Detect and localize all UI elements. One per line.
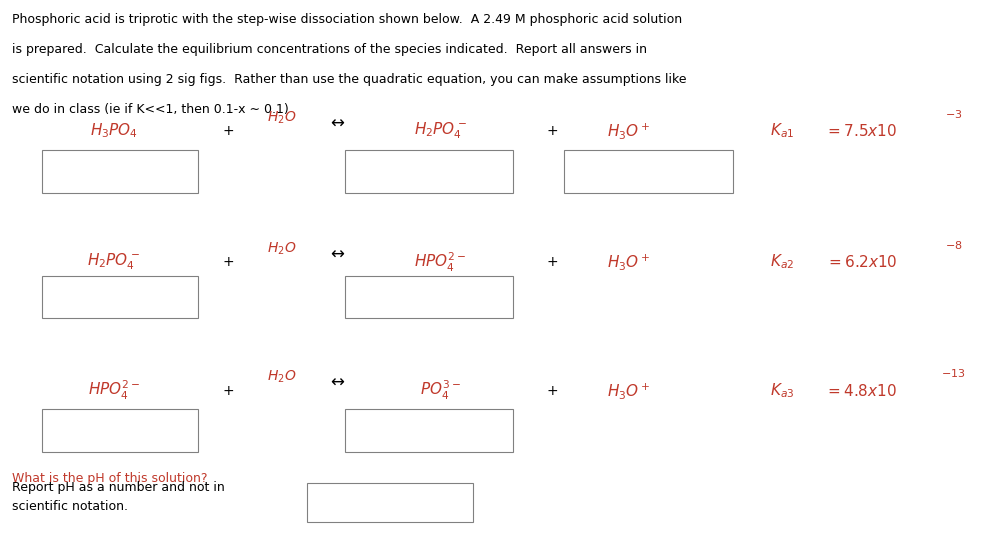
Text: $= 4.8x10$: $= 4.8x10$ [826, 383, 897, 399]
Text: $K_{a2}$: $K_{a2}$ [770, 253, 794, 271]
Text: $-13$: $-13$ [941, 368, 965, 379]
Text: $+$: $+$ [222, 384, 234, 398]
Text: $HPO_4^{2-}$: $HPO_4^{2-}$ [87, 379, 141, 402]
Text: $K_{a3}$: $K_{a3}$ [770, 381, 794, 400]
Text: $H_3PO_4$: $H_3PO_4$ [90, 122, 138, 140]
Text: $H_3O^+$: $H_3O^+$ [607, 380, 650, 401]
FancyBboxPatch shape [42, 150, 198, 193]
Text: $+$: $+$ [222, 255, 234, 269]
Text: $H_2PO_4^-$: $H_2PO_4^-$ [414, 121, 467, 141]
Text: $H_3O^+$: $H_3O^+$ [607, 252, 650, 272]
Text: What is the pH of this solution?: What is the pH of this solution? [12, 472, 207, 485]
Text: we do in class (ie if K<<1, then 0.1-x ∼ 0.1): we do in class (ie if K<<1, then 0.1-x ∼… [12, 103, 289, 116]
FancyBboxPatch shape [345, 150, 513, 193]
FancyBboxPatch shape [307, 483, 473, 522]
FancyBboxPatch shape [564, 150, 733, 193]
Text: $+$: $+$ [222, 124, 234, 138]
Text: $K_{a1}$: $K_{a1}$ [770, 122, 794, 140]
Text: $H_2O$: $H_2O$ [267, 110, 297, 126]
Text: $H_2O$: $H_2O$ [267, 369, 297, 385]
Text: scientific notation.: scientific notation. [12, 500, 128, 513]
Text: $-3$: $-3$ [944, 108, 962, 120]
Text: $H_3O^+$: $H_3O^+$ [607, 121, 650, 141]
Text: $PO_4^{3-}$: $PO_4^{3-}$ [420, 379, 461, 402]
Text: scientific notation using 2 sig figs.  Rather than use the quadratic equation, y: scientific notation using 2 sig figs. Ra… [12, 73, 686, 86]
Text: $H_2O$: $H_2O$ [267, 241, 297, 257]
Text: $\leftrightarrow$: $\leftrightarrow$ [328, 372, 346, 390]
Text: $= 7.5x10$: $= 7.5x10$ [825, 123, 898, 139]
FancyBboxPatch shape [345, 276, 513, 318]
Text: Report pH as a number and not in: Report pH as a number and not in [12, 482, 225, 494]
FancyBboxPatch shape [42, 409, 198, 452]
Text: $= 6.2x10$: $= 6.2x10$ [826, 254, 897, 270]
FancyBboxPatch shape [345, 409, 513, 452]
Text: $\leftrightarrow$: $\leftrightarrow$ [328, 243, 346, 262]
Text: $+$: $+$ [546, 124, 558, 138]
Text: $\leftrightarrow$: $\leftrightarrow$ [328, 112, 346, 131]
Text: $-8$: $-8$ [944, 239, 962, 251]
Text: $+$: $+$ [546, 384, 558, 398]
FancyBboxPatch shape [42, 276, 198, 318]
Text: $HPO_4^{2-}$: $HPO_4^{2-}$ [414, 250, 467, 274]
Text: is prepared.  Calculate the equilibrium concentrations of the species indicated.: is prepared. Calculate the equilibrium c… [12, 43, 646, 56]
Text: $+$: $+$ [546, 255, 558, 269]
Text: Phosphoric acid is triprotic with the step-wise dissociation shown below.  A 2.4: Phosphoric acid is triprotic with the st… [12, 13, 682, 26]
Text: $H_2PO_4^-$: $H_2PO_4^-$ [87, 252, 141, 272]
